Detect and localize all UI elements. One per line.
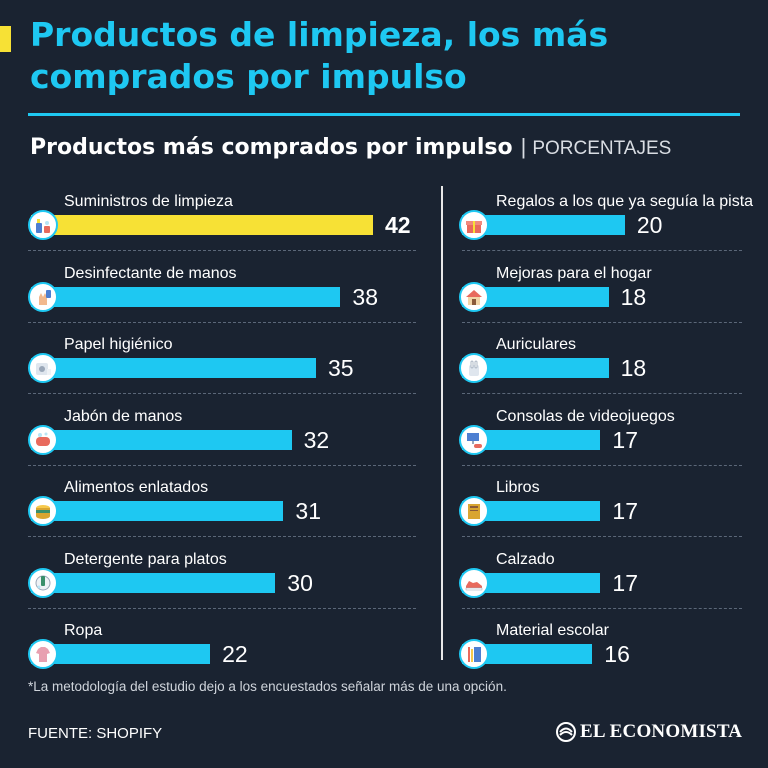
bar: [462, 572, 601, 593]
chart-subtitle: Productos más comprados por impulso | PORC…: [30, 132, 671, 164]
value-label: 17: [612, 426, 639, 453]
bar: [462, 644, 593, 664]
category-label: Material escolar: [496, 622, 609, 639]
shoe-icon: [459, 567, 489, 598]
value-label: 16: [604, 641, 630, 667]
chart-subtitle-text: Productos más comprados por impulso: [30, 135, 513, 160]
title-rule: [28, 113, 740, 116]
category-label: Ropa: [64, 622, 103, 639]
row-divider: [462, 536, 742, 537]
brand-symbol-icon: [556, 722, 576, 742]
bar: [31, 286, 341, 307]
value-label: 17: [612, 569, 639, 596]
bar: [462, 358, 609, 378]
bar: [31, 644, 211, 664]
category-label: Jabón de manos: [64, 407, 183, 425]
dish-detergent-icon: [28, 567, 58, 598]
toilet-paper-icon: [28, 353, 58, 383]
value-label: 18: [620, 355, 647, 381]
value-label: 32: [303, 426, 330, 453]
brand-name: EL ECONOMISTA: [580, 721, 743, 742]
bar: [31, 501, 284, 521]
gift-icon: [459, 210, 489, 240]
category-label: Auriculares: [496, 336, 577, 353]
title-accent-mark: [0, 26, 11, 52]
category-label: Consolas de videojuegos: [496, 407, 675, 425]
bar: [462, 215, 625, 235]
canned-food-icon: [28, 496, 58, 526]
value-label: 42: [385, 212, 411, 238]
value-label: 35: [328, 355, 354, 381]
headphones-icon: [459, 353, 489, 383]
row-divider: [462, 321, 742, 323]
value-label: 20: [636, 212, 663, 238]
row-divider: [462, 464, 742, 466]
bar: [462, 501, 601, 521]
hand-soap-icon: [28, 424, 58, 455]
brand-logo: EL ECONOMISTA: [556, 721, 742, 743]
school-supplies-icon: [459, 639, 489, 669]
bar: [31, 215, 373, 235]
hand-sanitizer-icon: [28, 281, 58, 312]
column-divider: [441, 186, 443, 660]
row-divider: [462, 250, 742, 251]
value-label: 18: [620, 283, 647, 310]
category-label: Mejoras para el hogar: [496, 264, 652, 282]
row-divider: [28, 607, 416, 609]
clothing-icon: [28, 639, 58, 669]
category-label: Detergente para platos: [64, 550, 227, 568]
row-divider: [28, 250, 416, 251]
subtitle-separator: |: [520, 134, 527, 159]
row-divider: [28, 393, 416, 394]
game-console-icon: [459, 424, 489, 455]
bar: [31, 429, 292, 450]
value-label: 38: [352, 283, 379, 310]
row-divider: [28, 321, 416, 323]
book-icon: [459, 496, 489, 526]
category-label: Papel higiénico: [64, 336, 173, 353]
category-label: Alimentos enlatados: [64, 479, 209, 496]
bar: [462, 429, 601, 450]
bar: [462, 286, 609, 307]
category-label: Suministros de limpieza: [64, 193, 233, 210]
bar: [31, 572, 276, 593]
unit-label: PORCENTAJES: [532, 138, 672, 159]
category-label: Calzado: [496, 550, 555, 568]
category-label: Desinfectante de manos: [64, 264, 237, 282]
source-label: FUENTE: SHOPIFY: [28, 725, 163, 742]
home-improvement-icon: [459, 281, 489, 312]
row-divider: [28, 536, 416, 537]
value-label: 31: [295, 498, 322, 524]
row-divider: [462, 607, 742, 609]
value-label: 22: [222, 641, 248, 667]
category-label: Regalos a los que ya seguía la pista: [496, 193, 754, 210]
footnote: *La metodología del estudio dejo a los e…: [28, 679, 507, 694]
value-label: 17: [612, 498, 639, 524]
row-divider: [28, 464, 416, 466]
category-label: Libros: [496, 479, 540, 496]
row-divider: [462, 393, 742, 394]
page-title: Productos de limpieza, los más comprados…: [30, 15, 609, 96]
bar: [31, 358, 316, 378]
value-label: 30: [287, 569, 313, 596]
cleaning-supplies-icon: [28, 210, 58, 240]
